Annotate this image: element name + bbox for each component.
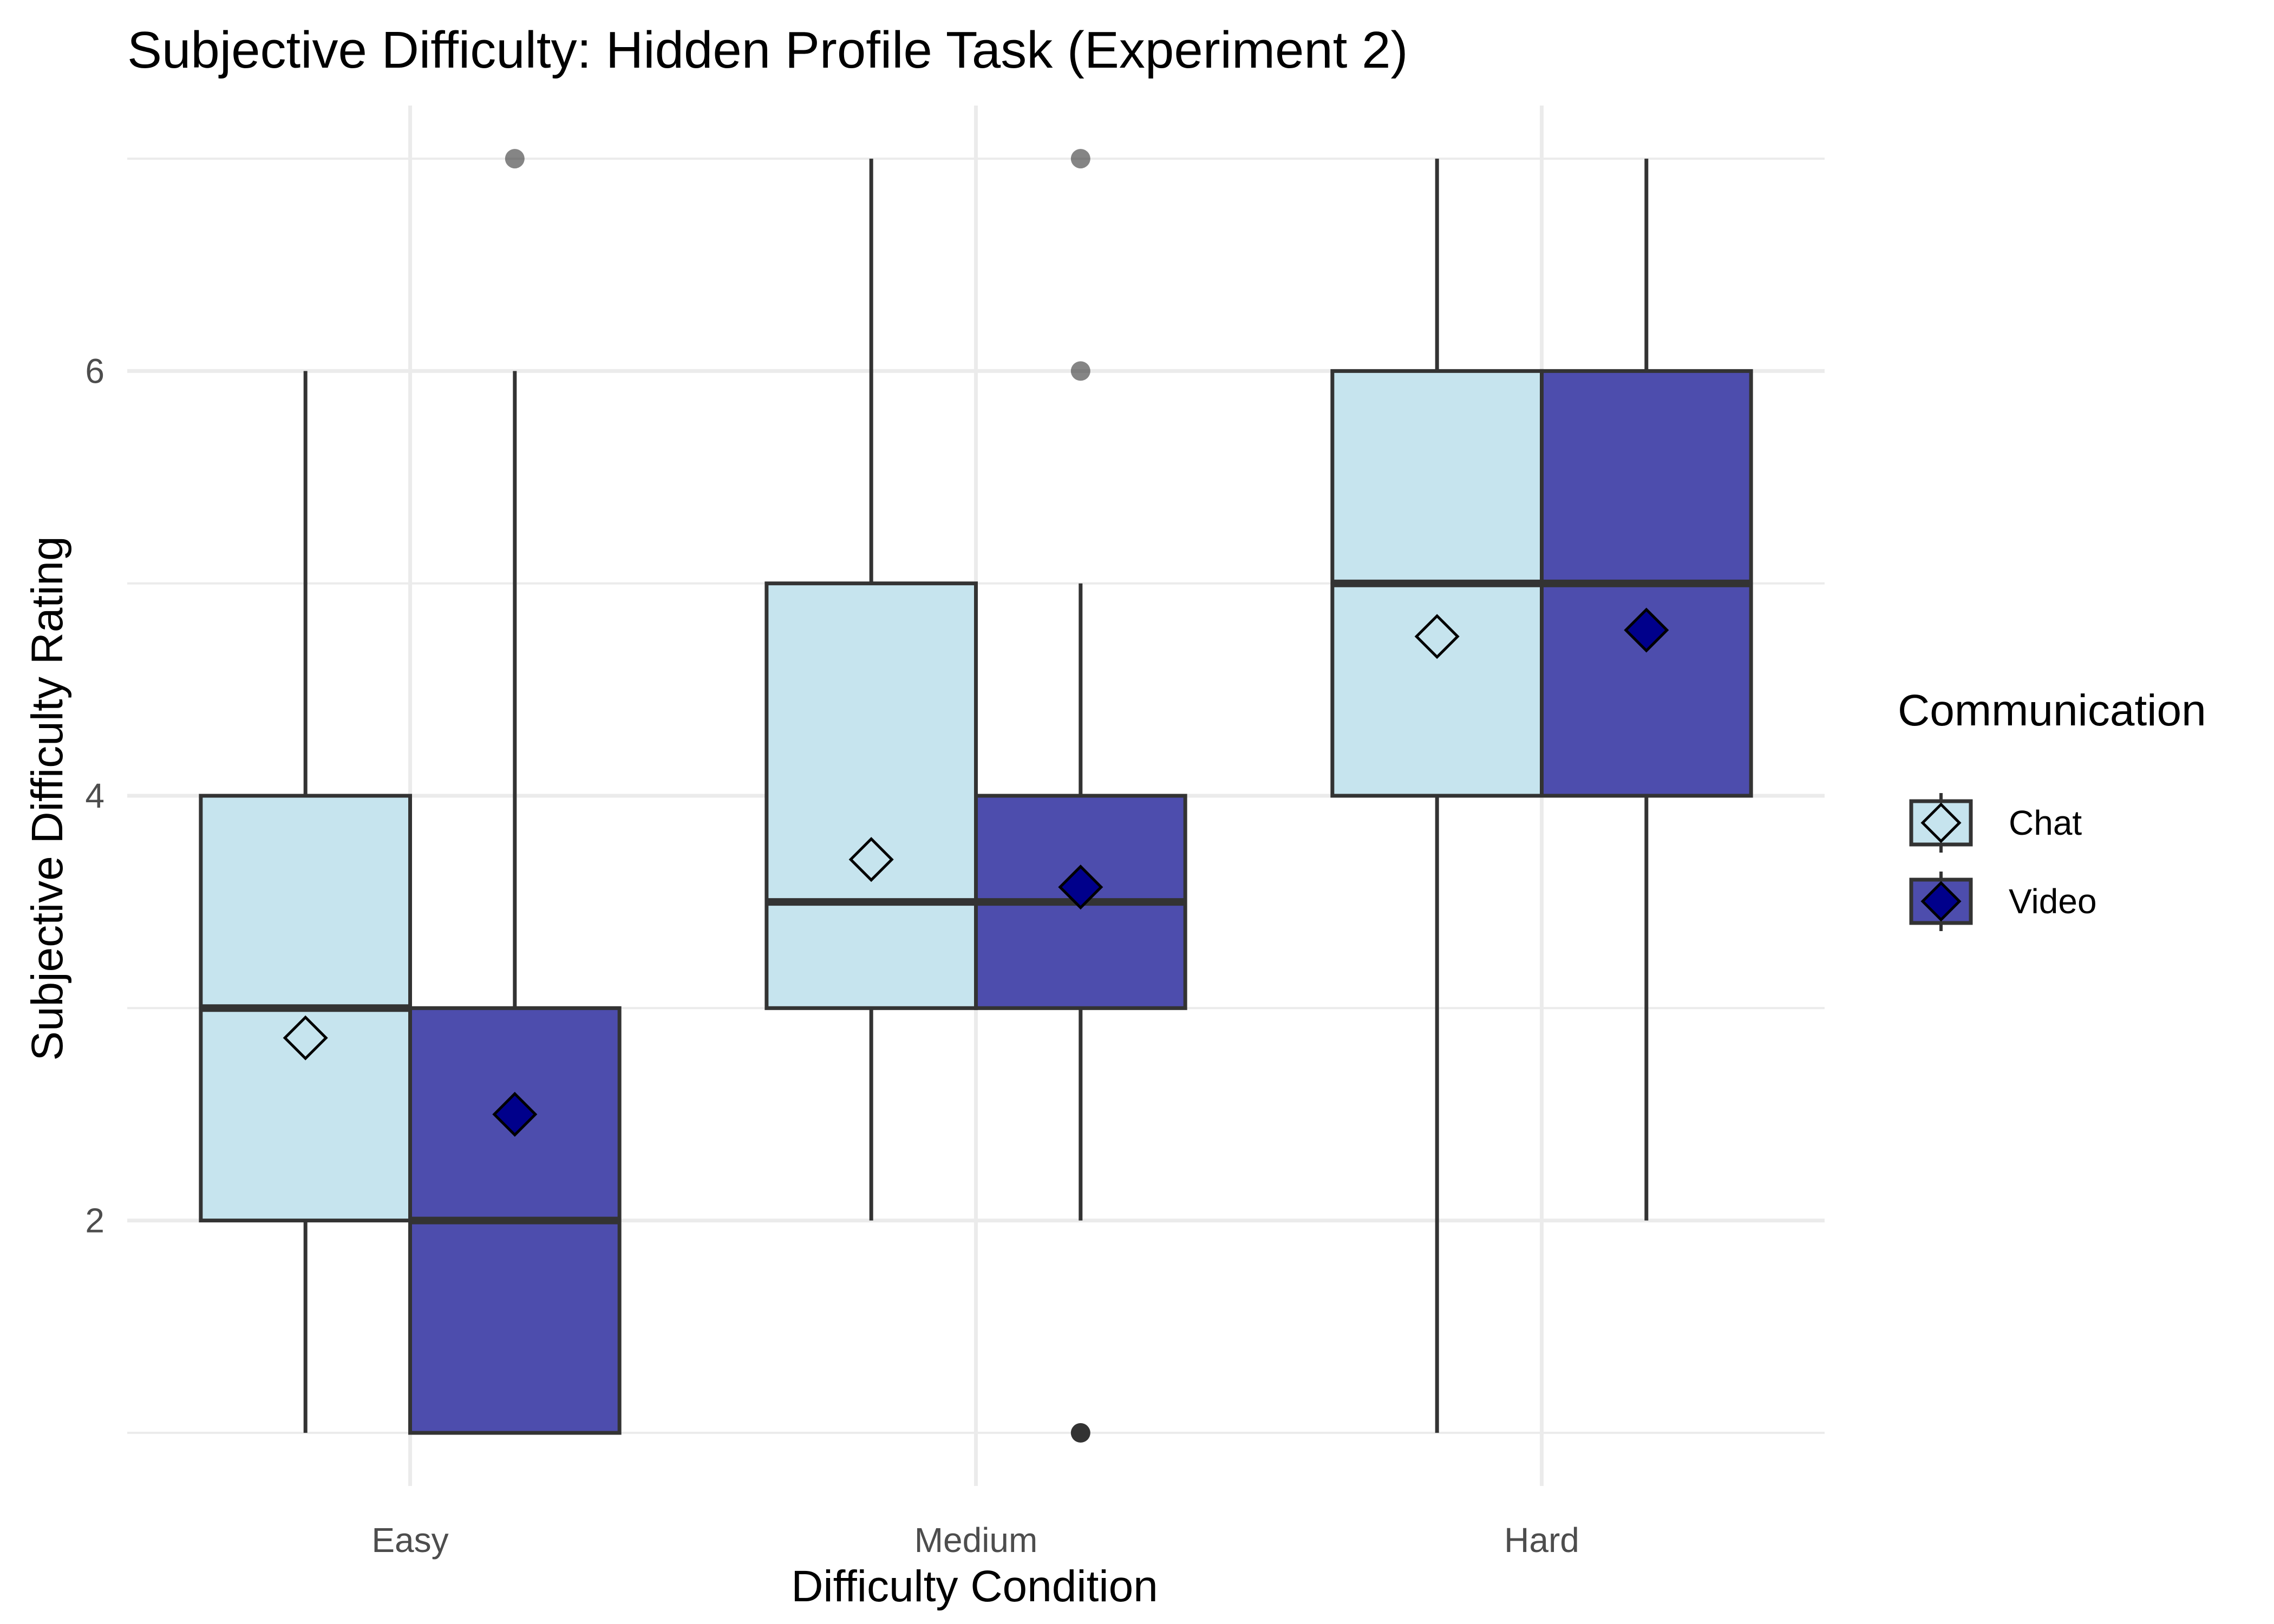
x-tick-label: Medium <box>914 1521 1038 1560</box>
y-axis-title: Subjective Difficulty Rating <box>23 536 72 1060</box>
box-layer <box>199 149 1753 1443</box>
outlier-point <box>505 149 525 169</box>
chart-title: Subjective Difficulty: Hidden Profile Ta… <box>127 21 1408 79</box>
x-axis-title: Difficulty Condition <box>791 1562 1158 1611</box>
legend-title: Communication <box>1898 686 2206 735</box>
legend-item-chat: Chat <box>1909 793 2082 853</box>
mean-marker <box>848 837 894 882</box>
mean-marker <box>492 1091 538 1137</box>
mean-marker <box>283 1015 328 1060</box>
legend-key-marker <box>1920 802 1962 843</box>
box-chat-hard <box>1330 159 1544 1433</box>
x-tick-label: Easy <box>371 1521 448 1560</box>
legend-label: Chat <box>2009 803 2082 842</box>
box-video-medium <box>974 149 1187 1443</box>
legend-item-video: Video <box>1909 872 2097 931</box>
legend-label: Video <box>2009 882 2097 921</box>
x-tick-label: Hard <box>1504 1521 1579 1560</box>
box-chat-easy <box>199 371 412 1433</box>
mean-marker <box>1414 614 1460 659</box>
y-tick-label: 4 <box>85 776 104 815</box>
box-chat-medium <box>764 159 978 1221</box>
box-video-hard <box>1540 159 1753 1221</box>
box-body <box>764 581 978 1010</box>
box-video-easy <box>408 149 622 1435</box>
legend-key-marker <box>1920 881 1962 922</box>
y-tick-label: 2 <box>85 1201 104 1240</box>
outlier-point <box>1070 1423 1090 1443</box>
tick-layer: 2 4 6 Easy Medium Hard <box>85 351 1579 1560</box>
outlier-point <box>1070 149 1090 169</box>
mean-marker <box>1058 865 1103 910</box>
outlier-point <box>1070 361 1090 381</box>
legend: Communication Chat Video <box>1898 686 2206 931</box>
mean-marker <box>1624 607 1669 653</box>
y-tick-label: 6 <box>85 351 104 390</box>
